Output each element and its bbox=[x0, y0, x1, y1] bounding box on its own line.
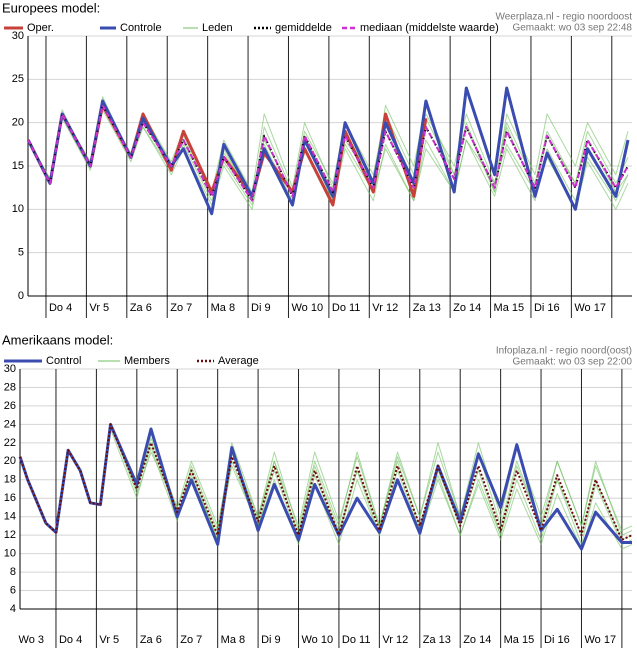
y-tick-label: 16 bbox=[4, 492, 16, 504]
x-tick-label: Wo 3 bbox=[19, 634, 44, 646]
y-tick-label: 20 bbox=[4, 455, 16, 467]
x-tick-label: Di 9 bbox=[261, 634, 281, 646]
x-tick-label: Di 9 bbox=[251, 302, 271, 314]
y-tick-label: 30 bbox=[4, 363, 16, 375]
x-tick-label: Vr 5 bbox=[99, 634, 119, 646]
x-tick-label: Zo 14 bbox=[463, 634, 491, 646]
x-tick-label: Zo 14 bbox=[453, 302, 481, 314]
x-tick-label: Zo 7 bbox=[180, 634, 202, 646]
source-note: Gemaakt: wo 03 sep 22:00 bbox=[512, 357, 632, 368]
x-tick-label: Ma 15 bbox=[504, 634, 535, 646]
y-tick-label: 22 bbox=[4, 437, 16, 449]
y-tick-label: 24 bbox=[4, 418, 16, 430]
x-tick-label: Za 13 bbox=[423, 634, 451, 646]
x-tick-label: Ma 8 bbox=[221, 634, 245, 646]
x-tick-label: Vr 12 bbox=[372, 302, 398, 314]
y-tick-label: 0 bbox=[18, 290, 24, 302]
x-tick-label: Za 6 bbox=[130, 302, 152, 314]
x-tick-label: Di 16 bbox=[544, 634, 570, 646]
y-tick-label: 5 bbox=[18, 247, 24, 259]
y-tick-label: 4 bbox=[10, 603, 16, 615]
legend-label: Members bbox=[124, 355, 170, 367]
x-tick-label: Wo 10 bbox=[302, 634, 334, 646]
legend-label: Leden bbox=[202, 22, 233, 34]
series-line bbox=[18, 422, 632, 551]
x-tick-label: Do 4 bbox=[49, 302, 72, 314]
legend-label: Oper. bbox=[27, 22, 54, 34]
series-line bbox=[27, 104, 629, 202]
x-tick-label: Do 4 bbox=[59, 634, 82, 646]
x-tick-label: Vr 5 bbox=[89, 302, 109, 314]
y-tick-label: 18 bbox=[4, 474, 16, 486]
source-note: Weerplaza.nl - regio noordoost bbox=[495, 12, 632, 23]
x-tick-label: Ma 15 bbox=[494, 302, 525, 314]
chart-title: Europees model: bbox=[2, 0, 100, 15]
legend-label: gemiddelde bbox=[275, 22, 332, 34]
x-tick-label: Di 16 bbox=[534, 302, 560, 314]
legend-label: mediaan (middelste waarde) bbox=[360, 22, 499, 34]
y-tick-label: 10 bbox=[4, 548, 16, 560]
legend-label: Average bbox=[218, 355, 259, 367]
legend-label: Control bbox=[46, 355, 81, 367]
source-note: Gemaakt: wo 03 sep 22:48 bbox=[512, 23, 632, 34]
x-tick-label: Do 11 bbox=[332, 302, 361, 314]
x-tick-label: Wo 17 bbox=[584, 634, 616, 646]
x-tick-label: Za 13 bbox=[413, 302, 441, 314]
y-tick-label: 8 bbox=[10, 566, 16, 578]
y-tick-label: 15 bbox=[12, 160, 24, 172]
source-note: Infoplaza.nl - regio noord(oost) bbox=[496, 346, 632, 357]
x-tick-label: Zo 7 bbox=[170, 302, 192, 314]
x-tick-label: Vr 12 bbox=[382, 634, 408, 646]
x-tick-label: Wo 10 bbox=[291, 302, 323, 314]
y-tick-label: 12 bbox=[4, 529, 16, 541]
chart-title: Amerikaans model: bbox=[2, 332, 113, 347]
x-tick-label: Do 11 bbox=[342, 634, 371, 646]
y-tick-label: 14 bbox=[4, 511, 16, 523]
series-line bbox=[27, 104, 629, 202]
x-tick-label: Ma 8 bbox=[211, 302, 235, 314]
y-tick-label: 20 bbox=[12, 117, 24, 129]
y-tick-label: 25 bbox=[12, 73, 24, 85]
x-tick-label: Za 6 bbox=[140, 634, 162, 646]
y-tick-label: 30 bbox=[12, 30, 24, 42]
y-tick-label: 28 bbox=[4, 381, 16, 393]
legend-label: Controle bbox=[120, 22, 162, 34]
y-tick-label: 26 bbox=[4, 400, 16, 412]
y-tick-label: 6 bbox=[10, 584, 16, 596]
x-tick-label: Wo 17 bbox=[574, 302, 606, 314]
y-tick-label: 10 bbox=[12, 203, 24, 215]
